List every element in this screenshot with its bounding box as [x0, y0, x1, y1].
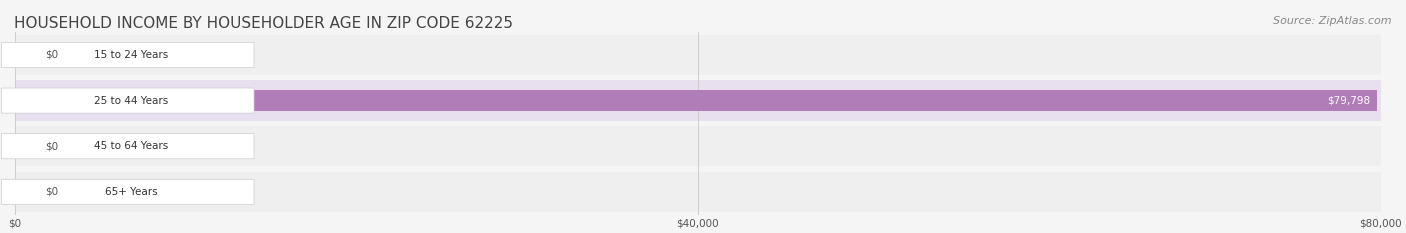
Text: 45 to 64 Years: 45 to 64 Years — [94, 141, 169, 151]
Text: $0: $0 — [45, 187, 58, 197]
FancyBboxPatch shape — [1, 42, 254, 68]
Bar — [15, 172, 1381, 212]
Bar — [15, 126, 1381, 166]
FancyBboxPatch shape — [1, 179, 254, 204]
Bar — [15, 80, 1381, 121]
FancyBboxPatch shape — [1, 134, 254, 159]
Bar — [15, 182, 39, 202]
Bar — [15, 136, 39, 157]
Bar — [15, 45, 39, 65]
Text: HOUSEHOLD INCOME BY HOUSEHOLDER AGE IN ZIP CODE 62225: HOUSEHOLD INCOME BY HOUSEHOLDER AGE IN Z… — [14, 16, 513, 31]
Text: $0: $0 — [45, 141, 58, 151]
Text: $79,798: $79,798 — [1327, 96, 1371, 106]
Text: $0: $0 — [45, 50, 58, 60]
Text: Source: ZipAtlas.com: Source: ZipAtlas.com — [1274, 16, 1392, 26]
Bar — [15, 35, 1381, 75]
Bar — [15, 90, 1376, 111]
Text: 65+ Years: 65+ Years — [105, 187, 157, 197]
FancyBboxPatch shape — [1, 88, 254, 113]
Text: 25 to 44 Years: 25 to 44 Years — [94, 96, 169, 106]
Text: 15 to 24 Years: 15 to 24 Years — [94, 50, 169, 60]
